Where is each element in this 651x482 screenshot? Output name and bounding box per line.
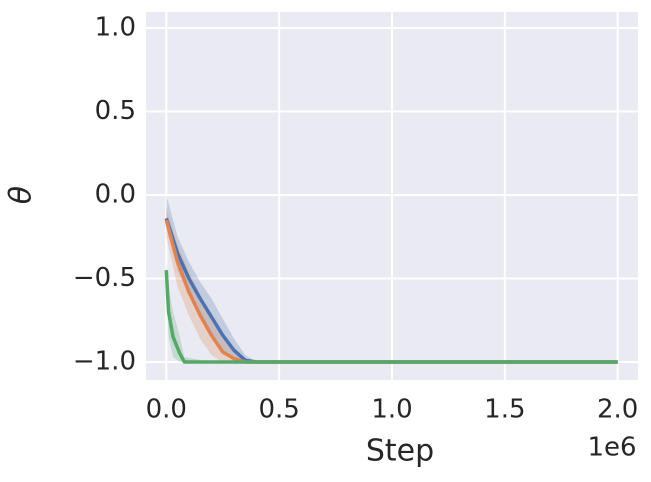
x-axis-label: Step <box>366 434 434 469</box>
x-tick-label: 2.0 <box>597 395 638 425</box>
x-tick-label: 0.0 <box>146 395 187 425</box>
x-tick-label: 1.5 <box>484 395 525 425</box>
y-tick-label: −0.5 <box>73 263 136 293</box>
confidence-band <box>166 208 618 362</box>
series-line <box>164 270 618 364</box>
y-tick-label: 0.0 <box>95 179 136 209</box>
y-tick-label: 0.5 <box>95 96 136 126</box>
x-tick-label: 1.0 <box>371 395 412 425</box>
y-axis-label: θ <box>4 186 39 204</box>
x-tick-label: 0.5 <box>258 395 299 425</box>
x-offset-label: 1e6 <box>587 433 636 463</box>
y-tick-label: −1.0 <box>73 346 136 376</box>
y-tick-label: 1.0 <box>95 13 136 43</box>
